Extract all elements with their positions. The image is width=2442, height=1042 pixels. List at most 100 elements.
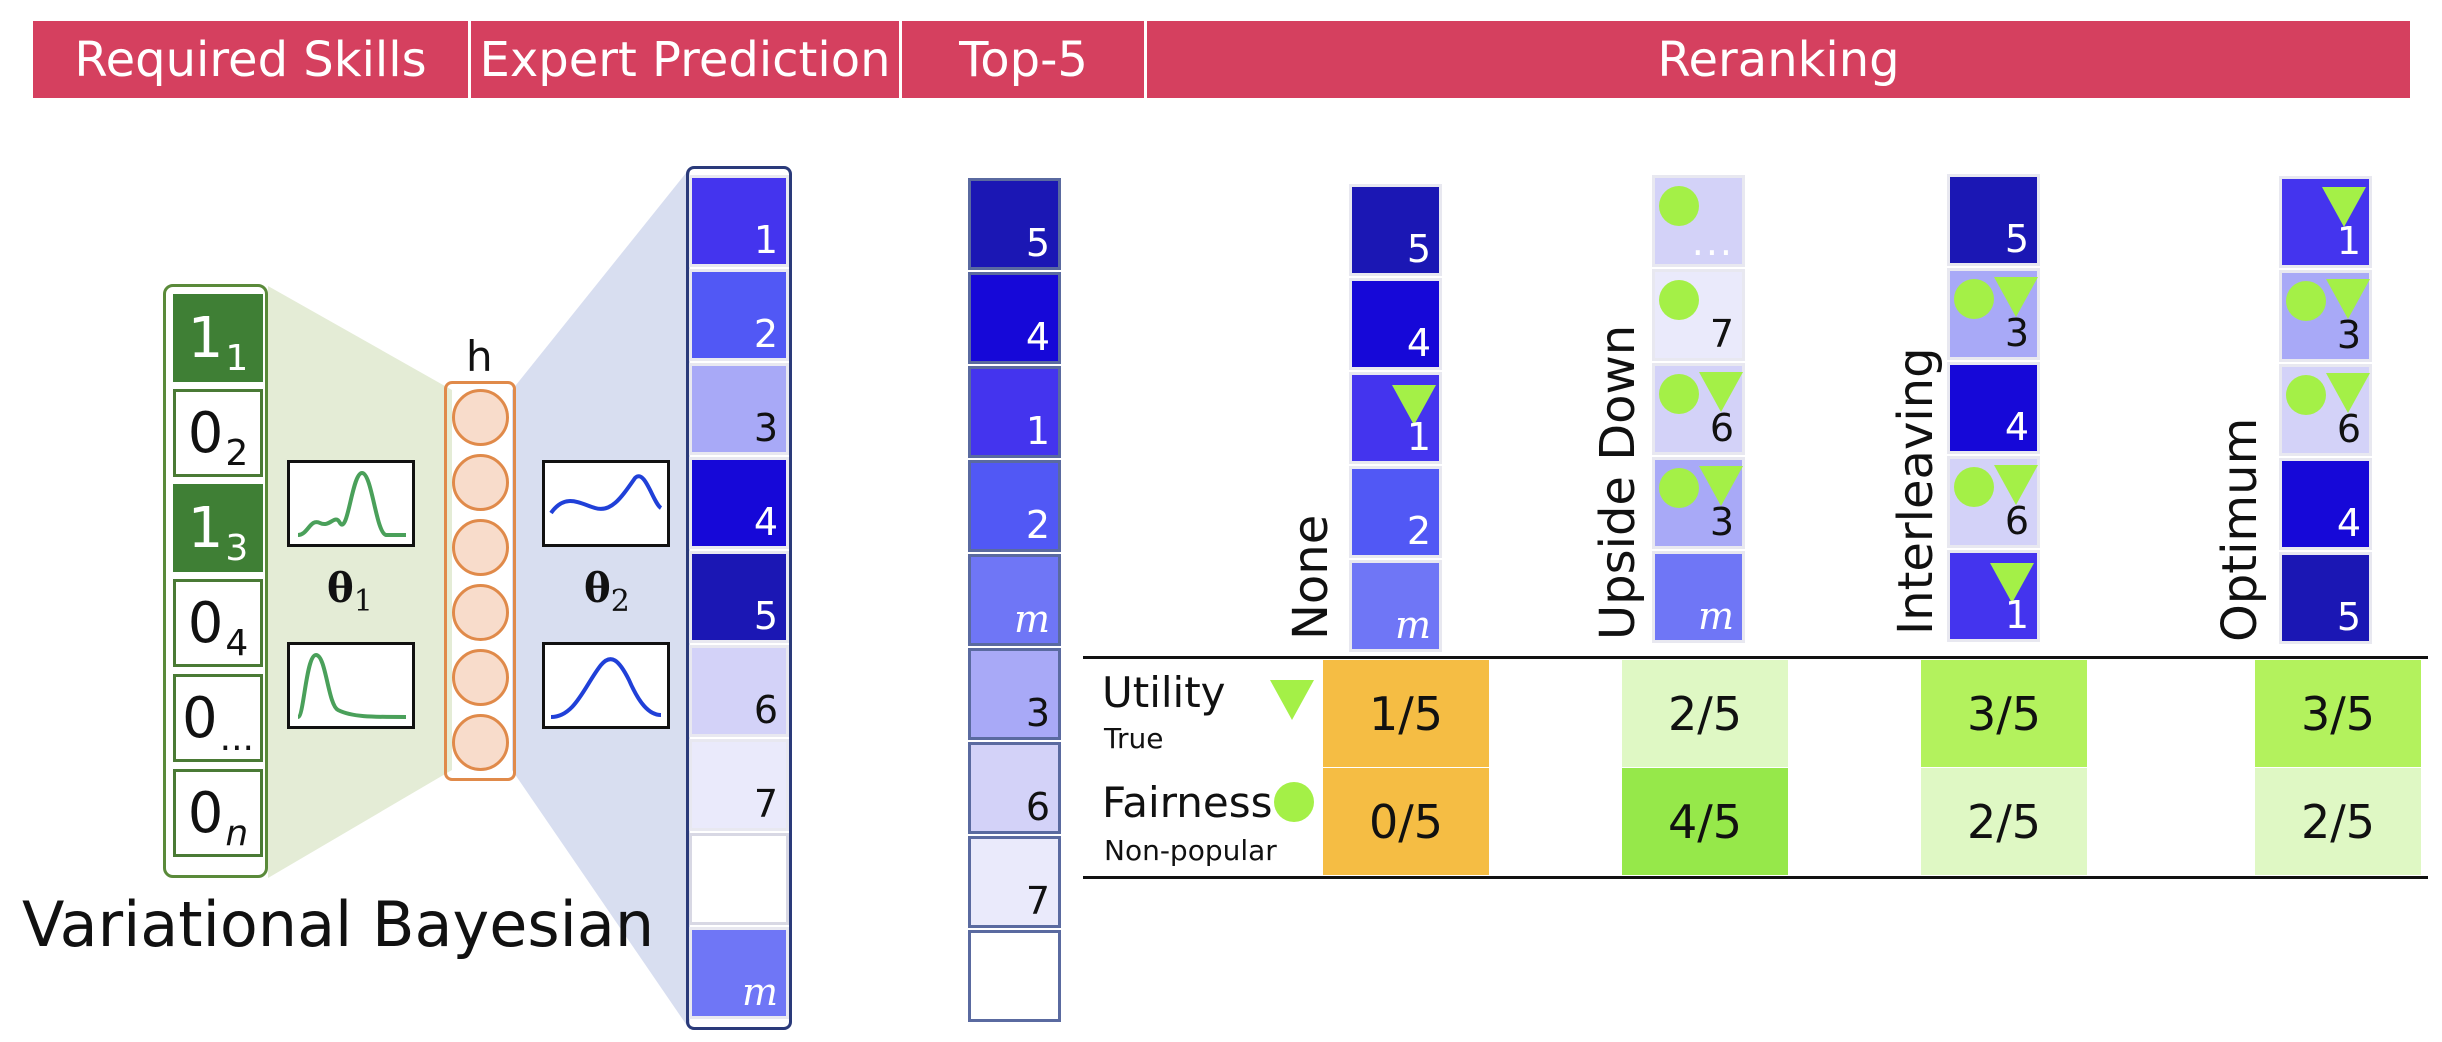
method-label-interleaving: Interleaving bbox=[1888, 347, 1944, 635]
top5-cell: 4 bbox=[968, 272, 1061, 364]
table-top-rule bbox=[1083, 656, 2428, 659]
input-funnel-shape bbox=[268, 286, 452, 878]
distribution-plot bbox=[287, 642, 415, 729]
rerank-cell: 4 bbox=[1947, 362, 2040, 454]
rerank-cell: 3 bbox=[1652, 457, 1745, 549]
score-utility-optimum: 3/5 bbox=[2255, 660, 2421, 767]
utility-label: Utility bbox=[1102, 668, 1226, 717]
method-label-optimum: Optimum bbox=[2212, 417, 2268, 642]
rerank-cell: 6 bbox=[1947, 456, 2040, 548]
header-divider bbox=[1144, 21, 1147, 98]
utility-triangle-icon bbox=[1270, 680, 1314, 720]
distribution-plot bbox=[287, 460, 415, 547]
hidden-node bbox=[452, 454, 509, 511]
hidden-node bbox=[452, 519, 509, 576]
theta2-label: θ2 bbox=[584, 565, 630, 619]
expert-cell: 7 bbox=[689, 739, 789, 831]
rerank-cell: 5 bbox=[1349, 184, 1442, 276]
top5-cell: 6 bbox=[968, 742, 1061, 834]
rerank-cell: 4 bbox=[1349, 278, 1442, 370]
expert-cell: 4 bbox=[689, 457, 789, 549]
top5-cell: ... bbox=[968, 930, 1061, 1022]
fairness-dot-icon bbox=[1954, 279, 1994, 319]
utility-triangle-icon bbox=[1699, 466, 1743, 506]
prediction-stack: 1 2 3 4 5 6 7 ... m bbox=[686, 166, 792, 1030]
score-fairness-optimum: 2/5 bbox=[2255, 768, 2421, 875]
expert-cell: 5 bbox=[689, 551, 789, 643]
fairness-dot-icon bbox=[1659, 468, 1699, 508]
method-label-none: None bbox=[1283, 514, 1339, 640]
rerank-cell: m bbox=[1349, 560, 1442, 652]
rerank-stack-interleaving: 5 3 4 6 1 bbox=[1947, 174, 2040, 648]
table-bottom-rule bbox=[1083, 876, 2428, 879]
fairness-dot-icon bbox=[2286, 375, 2326, 415]
score-fairness-upside-down: 4/5 bbox=[1622, 768, 1788, 875]
top5-cell: 1 bbox=[968, 366, 1061, 458]
expert-cell: m bbox=[689, 927, 789, 1019]
header-top5: Top-5 bbox=[902, 21, 1145, 98]
rerank-stack-upside-down: ... 7 6 3 m bbox=[1652, 175, 1745, 649]
utility-triangle-icon bbox=[1392, 385, 1436, 425]
rerank-cell: 6 bbox=[1652, 363, 1745, 455]
model-title: Variational Bayesian bbox=[22, 888, 655, 961]
rerank-cell: 5 bbox=[2279, 552, 2372, 644]
header-reranking: Reranking bbox=[1147, 21, 2410, 98]
hidden-node bbox=[452, 714, 509, 771]
fairness-dot-icon bbox=[1659, 280, 1699, 320]
score-utility-interleaving: 3/5 bbox=[1921, 660, 2087, 767]
theta1-label: θ1 bbox=[327, 565, 373, 619]
header-divider bbox=[468, 21, 471, 98]
hidden-node bbox=[452, 584, 509, 641]
header-required-skills: Required Skills bbox=[33, 21, 468, 98]
rerank-cell: 4 bbox=[2279, 458, 2372, 550]
utility-triangle-icon bbox=[2322, 187, 2366, 227]
rerank-cell: ... bbox=[1652, 175, 1745, 267]
top5-cell: m bbox=[968, 554, 1061, 646]
top5-cell: 5 bbox=[968, 178, 1061, 270]
utility-triangle-icon bbox=[1699, 372, 1743, 412]
top5-cell: 3 bbox=[968, 648, 1061, 740]
expert-cell: 1 bbox=[689, 175, 789, 267]
fairness-dot-icon bbox=[1659, 186, 1699, 226]
fairness-dot-icon bbox=[1659, 374, 1699, 414]
score-utility-upside-down: 2/5 bbox=[1622, 660, 1788, 767]
header-divider bbox=[899, 21, 902, 98]
expert-cell: ... bbox=[689, 833, 789, 925]
rerank-cell: 6 bbox=[2279, 364, 2372, 456]
rerank-cell: 1 bbox=[1947, 550, 2040, 642]
rerank-cell: 3 bbox=[2279, 270, 2372, 362]
skill-cell: 0... bbox=[173, 674, 263, 762]
fairness-dot-icon bbox=[1274, 782, 1314, 822]
utility-triangle-icon bbox=[2326, 373, 2370, 413]
method-label-upside-down: Upside Down bbox=[1590, 324, 1646, 640]
header-expert-prediction: Expert Prediction bbox=[470, 21, 900, 98]
fairness-label: Fairness bbox=[1102, 778, 1273, 827]
fairness-dot-icon bbox=[1954, 467, 1994, 507]
rerank-cell: 1 bbox=[2279, 176, 2372, 268]
rerank-cell: 5 bbox=[1947, 174, 2040, 266]
expert-cell: 3 bbox=[689, 363, 789, 455]
top5-cell: 2 bbox=[968, 460, 1061, 552]
utility-triangle-icon bbox=[1990, 563, 2034, 603]
output-funnel-shape bbox=[512, 168, 690, 1030]
rerank-cell: 7 bbox=[1652, 269, 1745, 361]
expert-cell: 2 bbox=[689, 269, 789, 361]
top5-stack: 5 4 1 2 m 3 6 7 ... bbox=[968, 178, 1061, 1030]
expert-cell: 6 bbox=[689, 645, 789, 737]
score-utility-none: 1/5 bbox=[1323, 660, 1489, 767]
utility-triangle-icon bbox=[1994, 465, 2038, 505]
rerank-stack-optimum: 1 3 6 4 5 bbox=[2279, 176, 2372, 650]
top5-cell: 7 bbox=[968, 836, 1061, 928]
rerank-cell: m bbox=[1652, 551, 1745, 643]
utility-triangle-icon bbox=[1994, 277, 2038, 317]
fairness-sublabel: Non-popular bbox=[1104, 834, 1277, 867]
hidden-node bbox=[452, 389, 509, 446]
utility-triangle-icon bbox=[2326, 279, 2370, 319]
hidden-node bbox=[452, 649, 509, 706]
